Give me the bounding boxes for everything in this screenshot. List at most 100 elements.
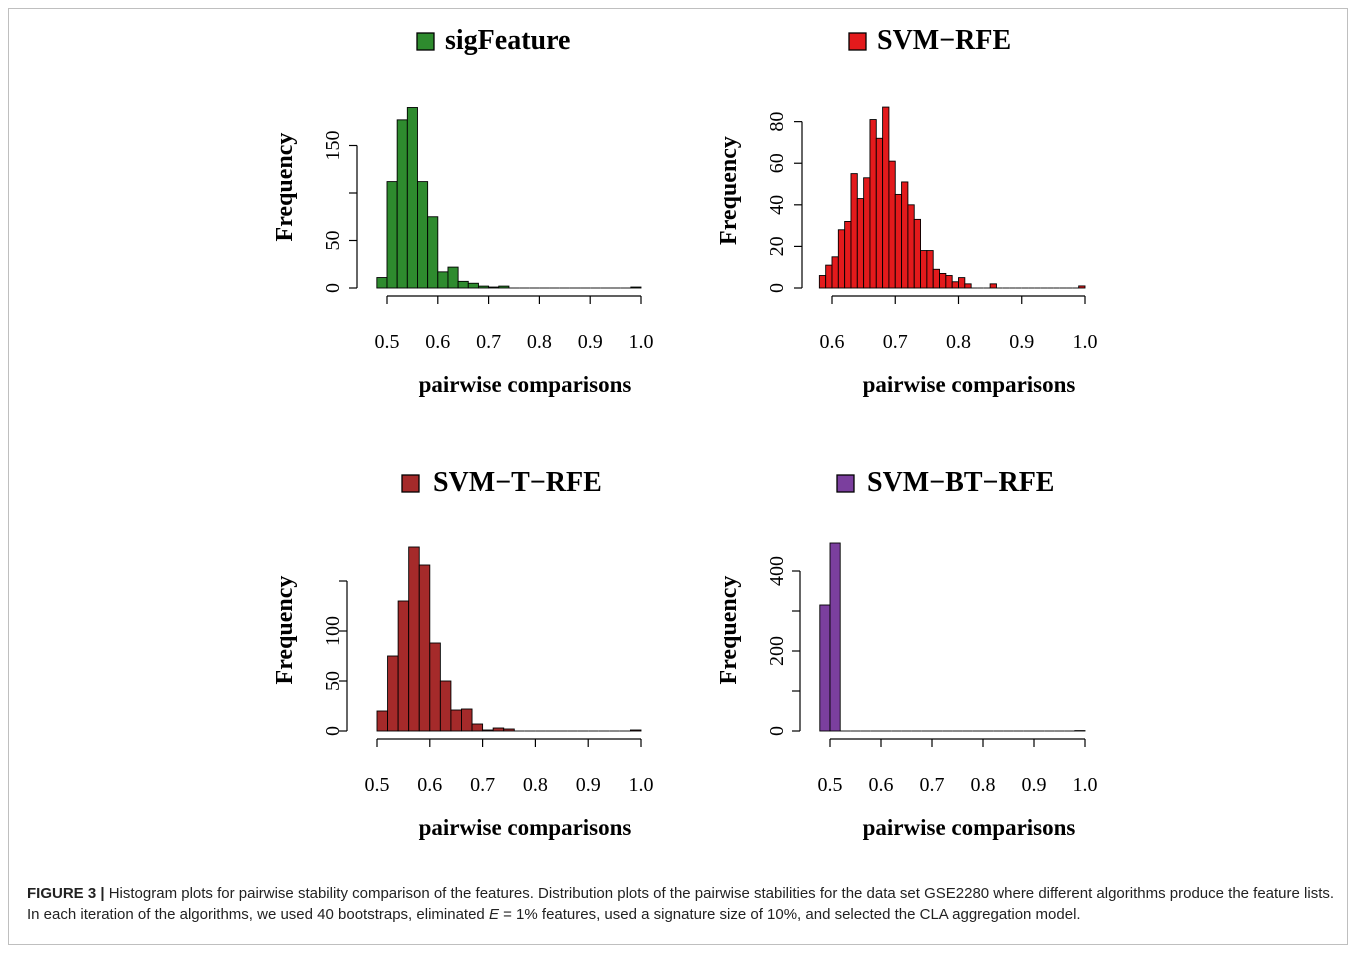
x-tick-label: 1.0	[1073, 774, 1098, 796]
y-axis-title: Frequency	[272, 576, 298, 685]
x-tick-label: 0.9	[576, 774, 601, 796]
histogram-bar	[964, 283, 972, 289]
histogram-bar	[837, 229, 846, 289]
x-tick-label: 0.5	[375, 331, 400, 353]
y-tick-label: 80	[766, 112, 788, 132]
y-axis-title: Frequency	[716, 136, 742, 245]
histogram-bar	[907, 204, 915, 289]
histogram-bar	[951, 281, 959, 289]
x-tick-label: 0.8	[971, 774, 996, 796]
y-axis-title: Frequency	[272, 133, 298, 242]
y-tick-label: 200	[766, 636, 788, 666]
histogram-bar	[850, 173, 858, 289]
y-tick-label: 150	[322, 131, 344, 161]
histogram-bar	[819, 604, 831, 732]
legend-swatch	[401, 474, 420, 493]
histogram-bar	[396, 119, 408, 289]
histogram-bar	[831, 256, 839, 289]
histogram-bar	[418, 564, 431, 732]
histogram-bar	[427, 216, 439, 289]
histogram-bar	[869, 119, 877, 289]
panel-title: SVM−RFE	[877, 25, 1011, 56]
x-tick-label: 0.8	[523, 774, 548, 796]
histogram-bar	[926, 250, 934, 289]
x-tick-label: 0.9	[578, 331, 603, 353]
histogram-bar	[408, 546, 420, 732]
histogram-bar	[875, 137, 884, 289]
x-tick-label: 1.0	[629, 331, 654, 353]
histogram-bar	[488, 286, 500, 289]
histogram-panel-1: sigFeature 0.5 0.6 0.7 0.8 0.9 1.0 0 50 150 Freque…	[272, 25, 654, 397]
x-tick-label: 0.6	[417, 774, 442, 796]
y-tick-label: 40	[766, 195, 788, 215]
x-axis-title: pairwise comparisons	[863, 815, 1076, 840]
histogram-bar	[503, 728, 515, 732]
histogram-bar	[397, 600, 410, 732]
x-tick-label: 0.6	[869, 774, 894, 796]
y-tick-label: 50	[322, 671, 344, 691]
y-tick-label: 400	[766, 556, 788, 586]
histogram-bar	[901, 181, 909, 289]
histogram-bar	[825, 264, 833, 289]
histogram-bar	[376, 710, 389, 732]
y-tick-label: 0	[322, 726, 344, 736]
y-tick-label: 0	[766, 283, 788, 293]
x-tick-label: 0.8	[946, 331, 971, 353]
histogram-bar	[457, 280, 469, 289]
histogram-bar	[467, 282, 479, 289]
y-tick-label: 0	[766, 726, 788, 736]
histogram-bar	[387, 655, 399, 732]
histogram-bar	[406, 107, 418, 289]
figure-caption: FIGURE 3 | Histogram plots for pairwise …	[27, 884, 1337, 925]
histogram-bar	[439, 680, 452, 732]
legend-swatch	[836, 474, 855, 493]
histogram-bar	[630, 286, 642, 289]
histogram-bar	[818, 275, 827, 289]
histogram-bar	[932, 268, 940, 289]
histogram-bar	[882, 106, 890, 289]
x-tick-label: 0.6	[425, 331, 450, 353]
x-axis-title: pairwise comparisons	[863, 372, 1076, 397]
legend-swatch	[848, 32, 867, 51]
histogram-bar	[920, 250, 928, 289]
x-tick-label: 0.7	[476, 331, 501, 353]
histogram-bar	[863, 177, 871, 289]
x-tick-label: 0.6	[820, 331, 845, 353]
figure-frame: sigFeature 0.5 0.6 0.7 0.8 0.9 1.0 0 50 150 Freque…	[8, 8, 1348, 945]
histogram-panels: sigFeature 0.5 0.6 0.7 0.8 0.9 1.0 0 50 150 Freque…	[272, 25, 1098, 840]
histogram-bar	[1078, 285, 1086, 289]
x-tick-label: 0.9	[1009, 331, 1034, 353]
histogram-bar	[958, 277, 966, 289]
histogram-panel-4: SVM−BT−RFE 0.5 0.6 0.7 0.8 0.9 1.0 0 200 400 Frequ…	[716, 467, 1098, 840]
histogram-bar	[913, 218, 921, 289]
x-tick-label: 0.7	[920, 774, 945, 796]
x-tick-label: 1.0	[629, 774, 654, 796]
y-tick-label: 0	[322, 283, 344, 293]
histogram-bar	[429, 642, 441, 732]
histogram-bar	[461, 708, 473, 732]
y-tick-label: 20	[766, 236, 788, 256]
histogram-bar	[856, 198, 865, 289]
histogram-bar	[437, 271, 449, 289]
histogram-bar	[447, 266, 459, 289]
caption-text-2: = 1% features, used a signature size of …	[498, 905, 1081, 923]
caption-italic-e: E	[488, 905, 499, 923]
x-tick-label: 0.7	[470, 774, 495, 796]
x-tick-label: 1.0	[1073, 331, 1098, 353]
y-axis-title: Frequency	[716, 576, 742, 685]
panel-title: sigFeature	[445, 25, 570, 56]
x-tick-label: 0.7	[883, 331, 908, 353]
x-tick-label: 0.5	[818, 774, 843, 796]
histogram-bar	[844, 221, 852, 289]
x-tick-label: 0.9	[1022, 774, 1047, 796]
panel-title: SVM−BT−RFE	[867, 467, 1054, 498]
histogram-bar	[471, 723, 484, 732]
histogram-bar	[498, 285, 510, 289]
histogram-bar	[417, 181, 429, 289]
y-tick-label: 100	[322, 616, 344, 646]
histogram-bar	[989, 283, 997, 289]
histogram-bar	[829, 542, 841, 732]
histogram-panel-3: SVM−T−RFE 0.5 0.6 0.7 0.8 0.9 1.0 0 50 100 Frequen…	[272, 467, 654, 840]
histogram-bar	[450, 709, 462, 732]
y-tick-label: 60	[766, 153, 788, 173]
